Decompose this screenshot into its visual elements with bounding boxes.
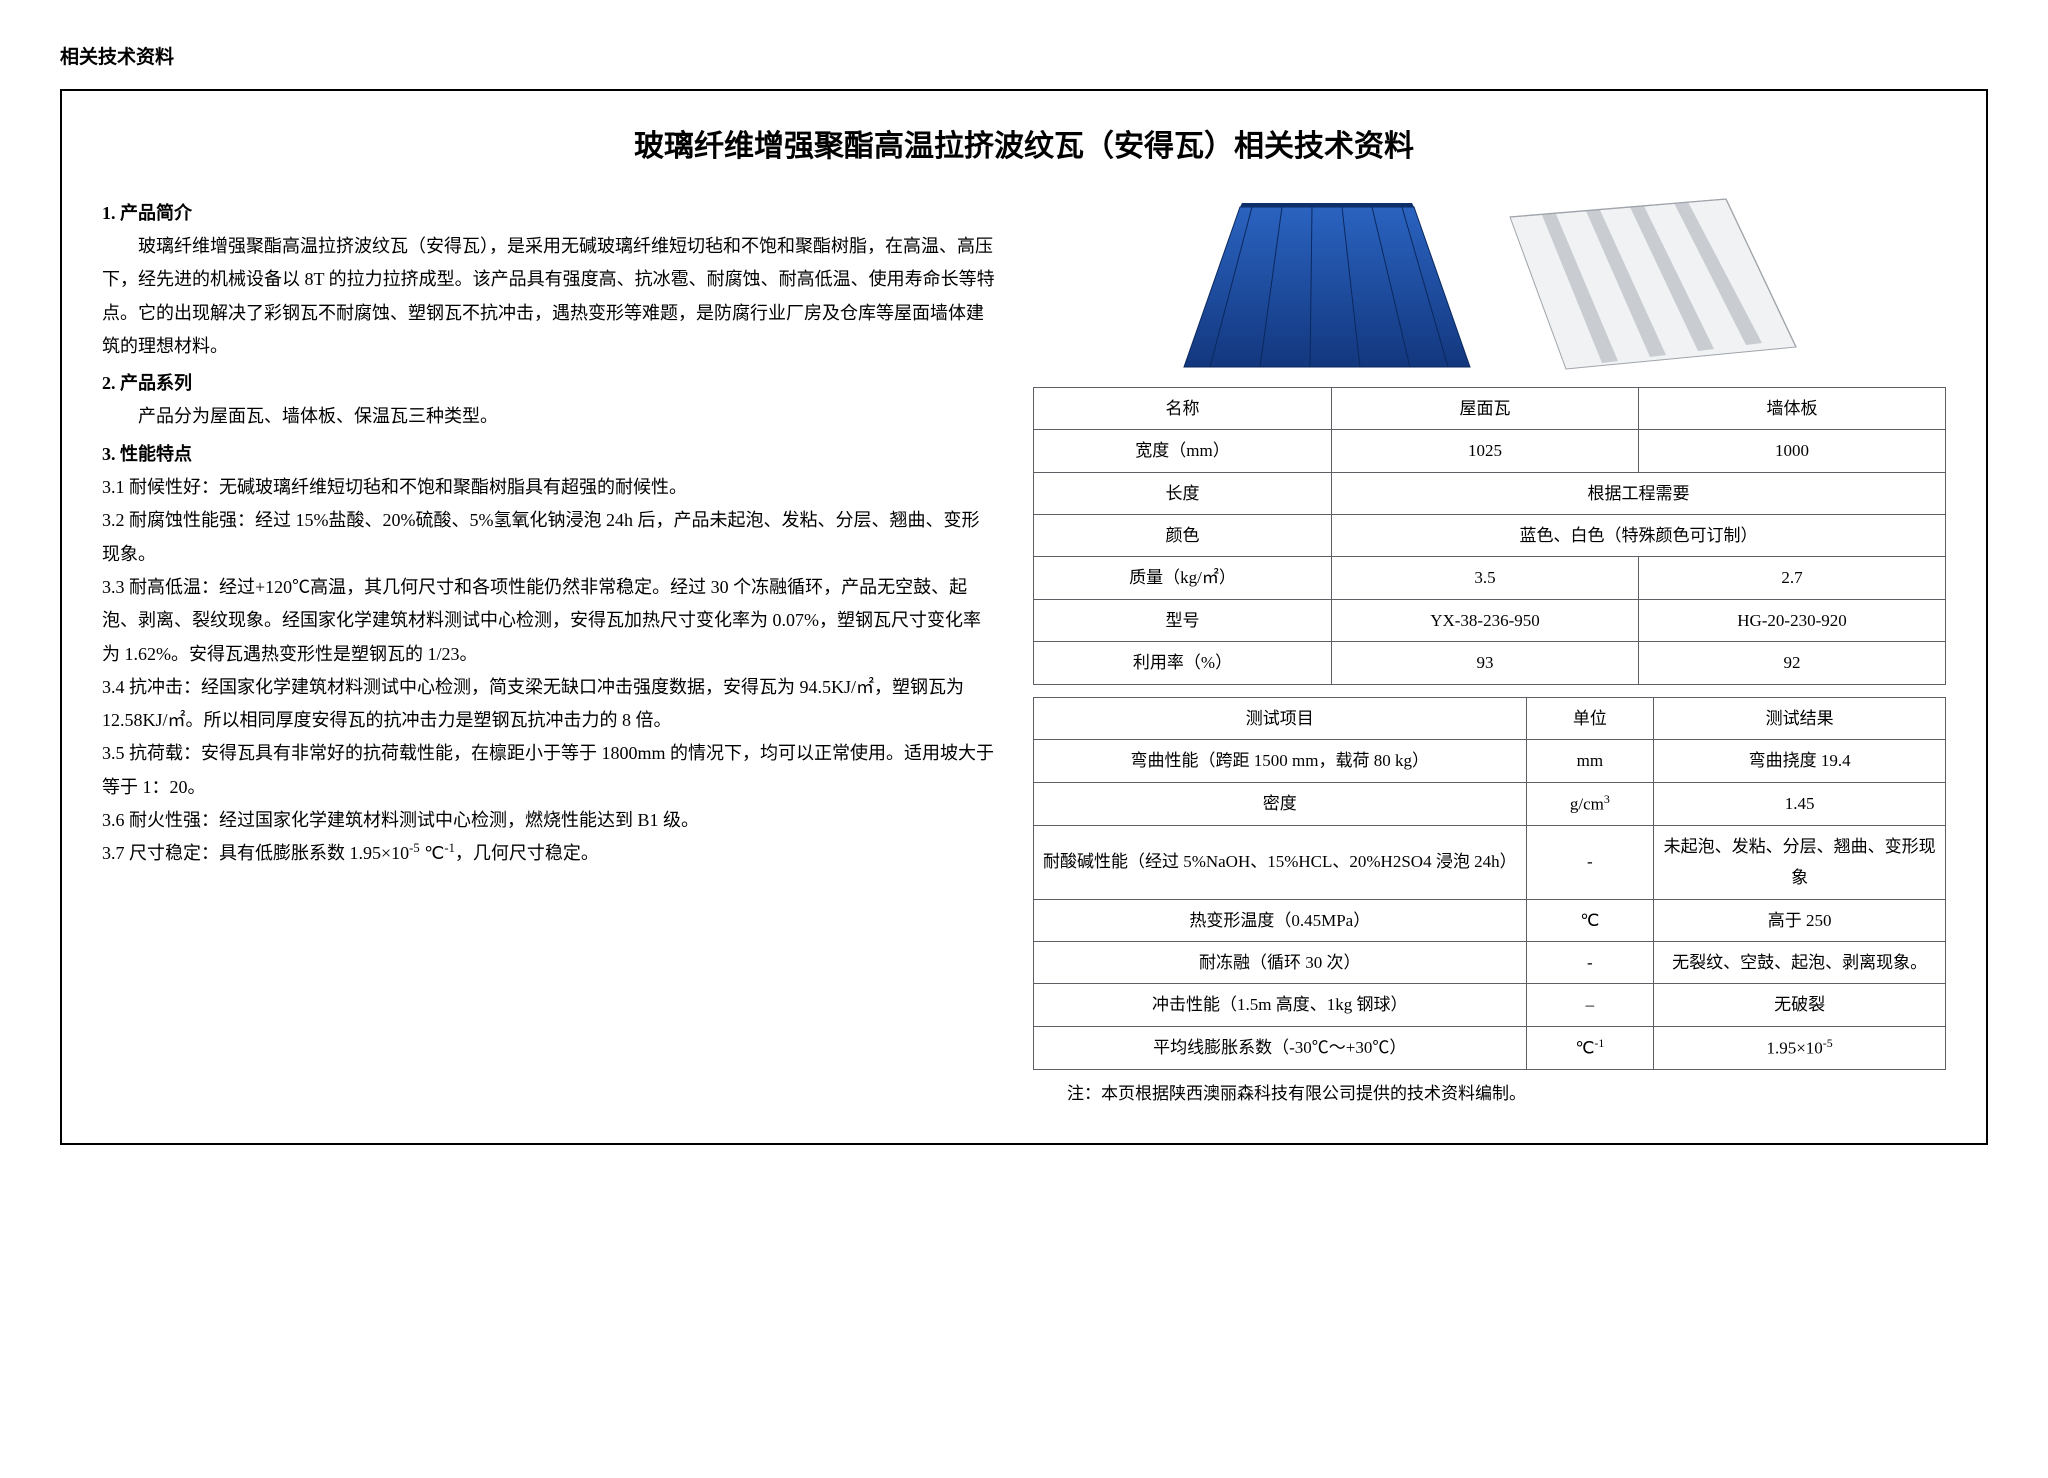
section-3-7: 3.7 尺寸稳定：具有低膨胀系数 1.95×10-5 ℃-1，几何尺寸稳定。 — [102, 837, 997, 870]
table-row: 耐酸碱性能（经过 5%NaOH、15%HCL、20%H2SO4 浸泡 24h） … — [1034, 825, 1946, 899]
test-table: 测试项目 单位 测试结果 弯曲性能（跨距 1500 mm，载荷 80 kg） m… — [1033, 697, 1946, 1070]
table-row: 热变形温度（0.45MPa） ℃ 高于 250 — [1034, 899, 1946, 941]
table-row: 冲击性能（1.5m 高度、1kg 钢球） – 无破裂 — [1034, 984, 1946, 1026]
left-column: 1. 产品简介 玻璃纤维增强聚酯高温拉挤波纹瓦（安得瓦），是采用无碱玻璃纤维短切… — [102, 193, 997, 871]
table-row: 耐冻融（循环 30 次） - 无裂纹、空鼓、起泡、剥离现象。 — [1034, 941, 1946, 983]
section-3-4: 3.4 抗冲击：经国家化学建筑材料测试中心检测，简支梁无缺口冲击强度数据，安得瓦… — [102, 671, 997, 738]
document-frame: 玻璃纤维增强聚酯高温拉挤波纹瓦（安得瓦）相关技术资料 1. 产品简介 玻璃纤维增… — [60, 89, 1988, 1145]
spec-table: 名称 屋面瓦 墙体板 宽度（mm） 1025 1000 长度 根据工程需要 颜色… — [1033, 387, 1946, 685]
section-3-head: 3. 性能特点 — [102, 438, 997, 471]
cell-roof: 屋面瓦 — [1331, 387, 1638, 429]
document-title: 玻璃纤维增强聚酯高温拉挤波纹瓦（安得瓦）相关技术资料 — [102, 119, 1946, 175]
table-row: 宽度（mm） 1025 1000 — [1034, 430, 1946, 472]
section-1-body: 玻璃纤维增强聚酯高温拉挤波纹瓦（安得瓦），是采用无碱玻璃纤维短切毡和不饱和聚酯树… — [102, 230, 997, 363]
table-row: 质量（kg/㎡） 3.5 2.7 — [1034, 557, 1946, 599]
wall-panel-white-icon — [1508, 197, 1798, 373]
table-row: 型号 YX-38-236-950 HG-20-230-920 — [1034, 599, 1946, 641]
section-3-5: 3.5 抗荷载：安得瓦具有非常好的抗荷载性能，在檩距小于等于 1800mm 的情… — [102, 737, 997, 804]
table-row: 颜色 蓝色、白色（特殊颜色可订制） — [1034, 514, 1946, 556]
section-3-2: 3.2 耐腐蚀性能强：经过 15%盐酸、20%硫酸、5%氢氧化钠浸泡 24h 后… — [102, 504, 997, 571]
cell-wall: 墙体板 — [1638, 387, 1945, 429]
section-3-6: 3.6 耐火性强：经过国家化学建筑材料测试中心检测，燃烧性能达到 B1 级。 — [102, 804, 997, 837]
section-1-head: 1. 产品简介 — [102, 197, 997, 230]
product-images — [1033, 193, 1946, 387]
cell-name: 名称 — [1034, 387, 1332, 429]
table-row: 长度 根据工程需要 — [1034, 472, 1946, 514]
source-note: 注：本页根据陕西澳丽森科技有限公司提供的技术资料编制。 — [1033, 1078, 1946, 1109]
columns: 1. 产品简介 玻璃纤维增强聚酯高温拉挤波纹瓦（安得瓦），是采用无碱玻璃纤维短切… — [102, 193, 1946, 1110]
table-row: 弯曲性能（跨距 1500 mm，载荷 80 kg） mm 弯曲挠度 19.4 — [1034, 740, 1946, 782]
section-3-3: 3.3 耐高低温：经过+120℃高温，其几何尺寸和各项性能仍然非常稳定。经过 3… — [102, 571, 997, 671]
table-row: 利用率（%） 93 92 — [1034, 642, 1946, 684]
table-row: 名称 屋面瓦 墙体板 — [1034, 387, 1946, 429]
table-row: 测试项目 单位 测试结果 — [1034, 697, 1946, 739]
section-3-1: 3.1 耐候性好：无碱玻璃纤维短切毡和不饱和聚酯树脂具有超强的耐候性。 — [102, 471, 997, 504]
right-column: 名称 屋面瓦 墙体板 宽度（mm） 1025 1000 长度 根据工程需要 颜色… — [1033, 193, 1946, 1110]
header-label: 相关技术资料 — [60, 40, 1988, 75]
roof-tile-blue-icon — [1182, 197, 1472, 373]
section-2-body: 产品分为屋面瓦、墙体板、保温瓦三种类型。 — [102, 400, 997, 433]
table-row: 平均线膨胀系数（-30℃～+30℃） ℃-1 1.95×10-5 — [1034, 1026, 1946, 1069]
section-2-head: 2. 产品系列 — [102, 367, 997, 400]
table-row: 密度 g/cm3 1.45 — [1034, 782, 1946, 825]
